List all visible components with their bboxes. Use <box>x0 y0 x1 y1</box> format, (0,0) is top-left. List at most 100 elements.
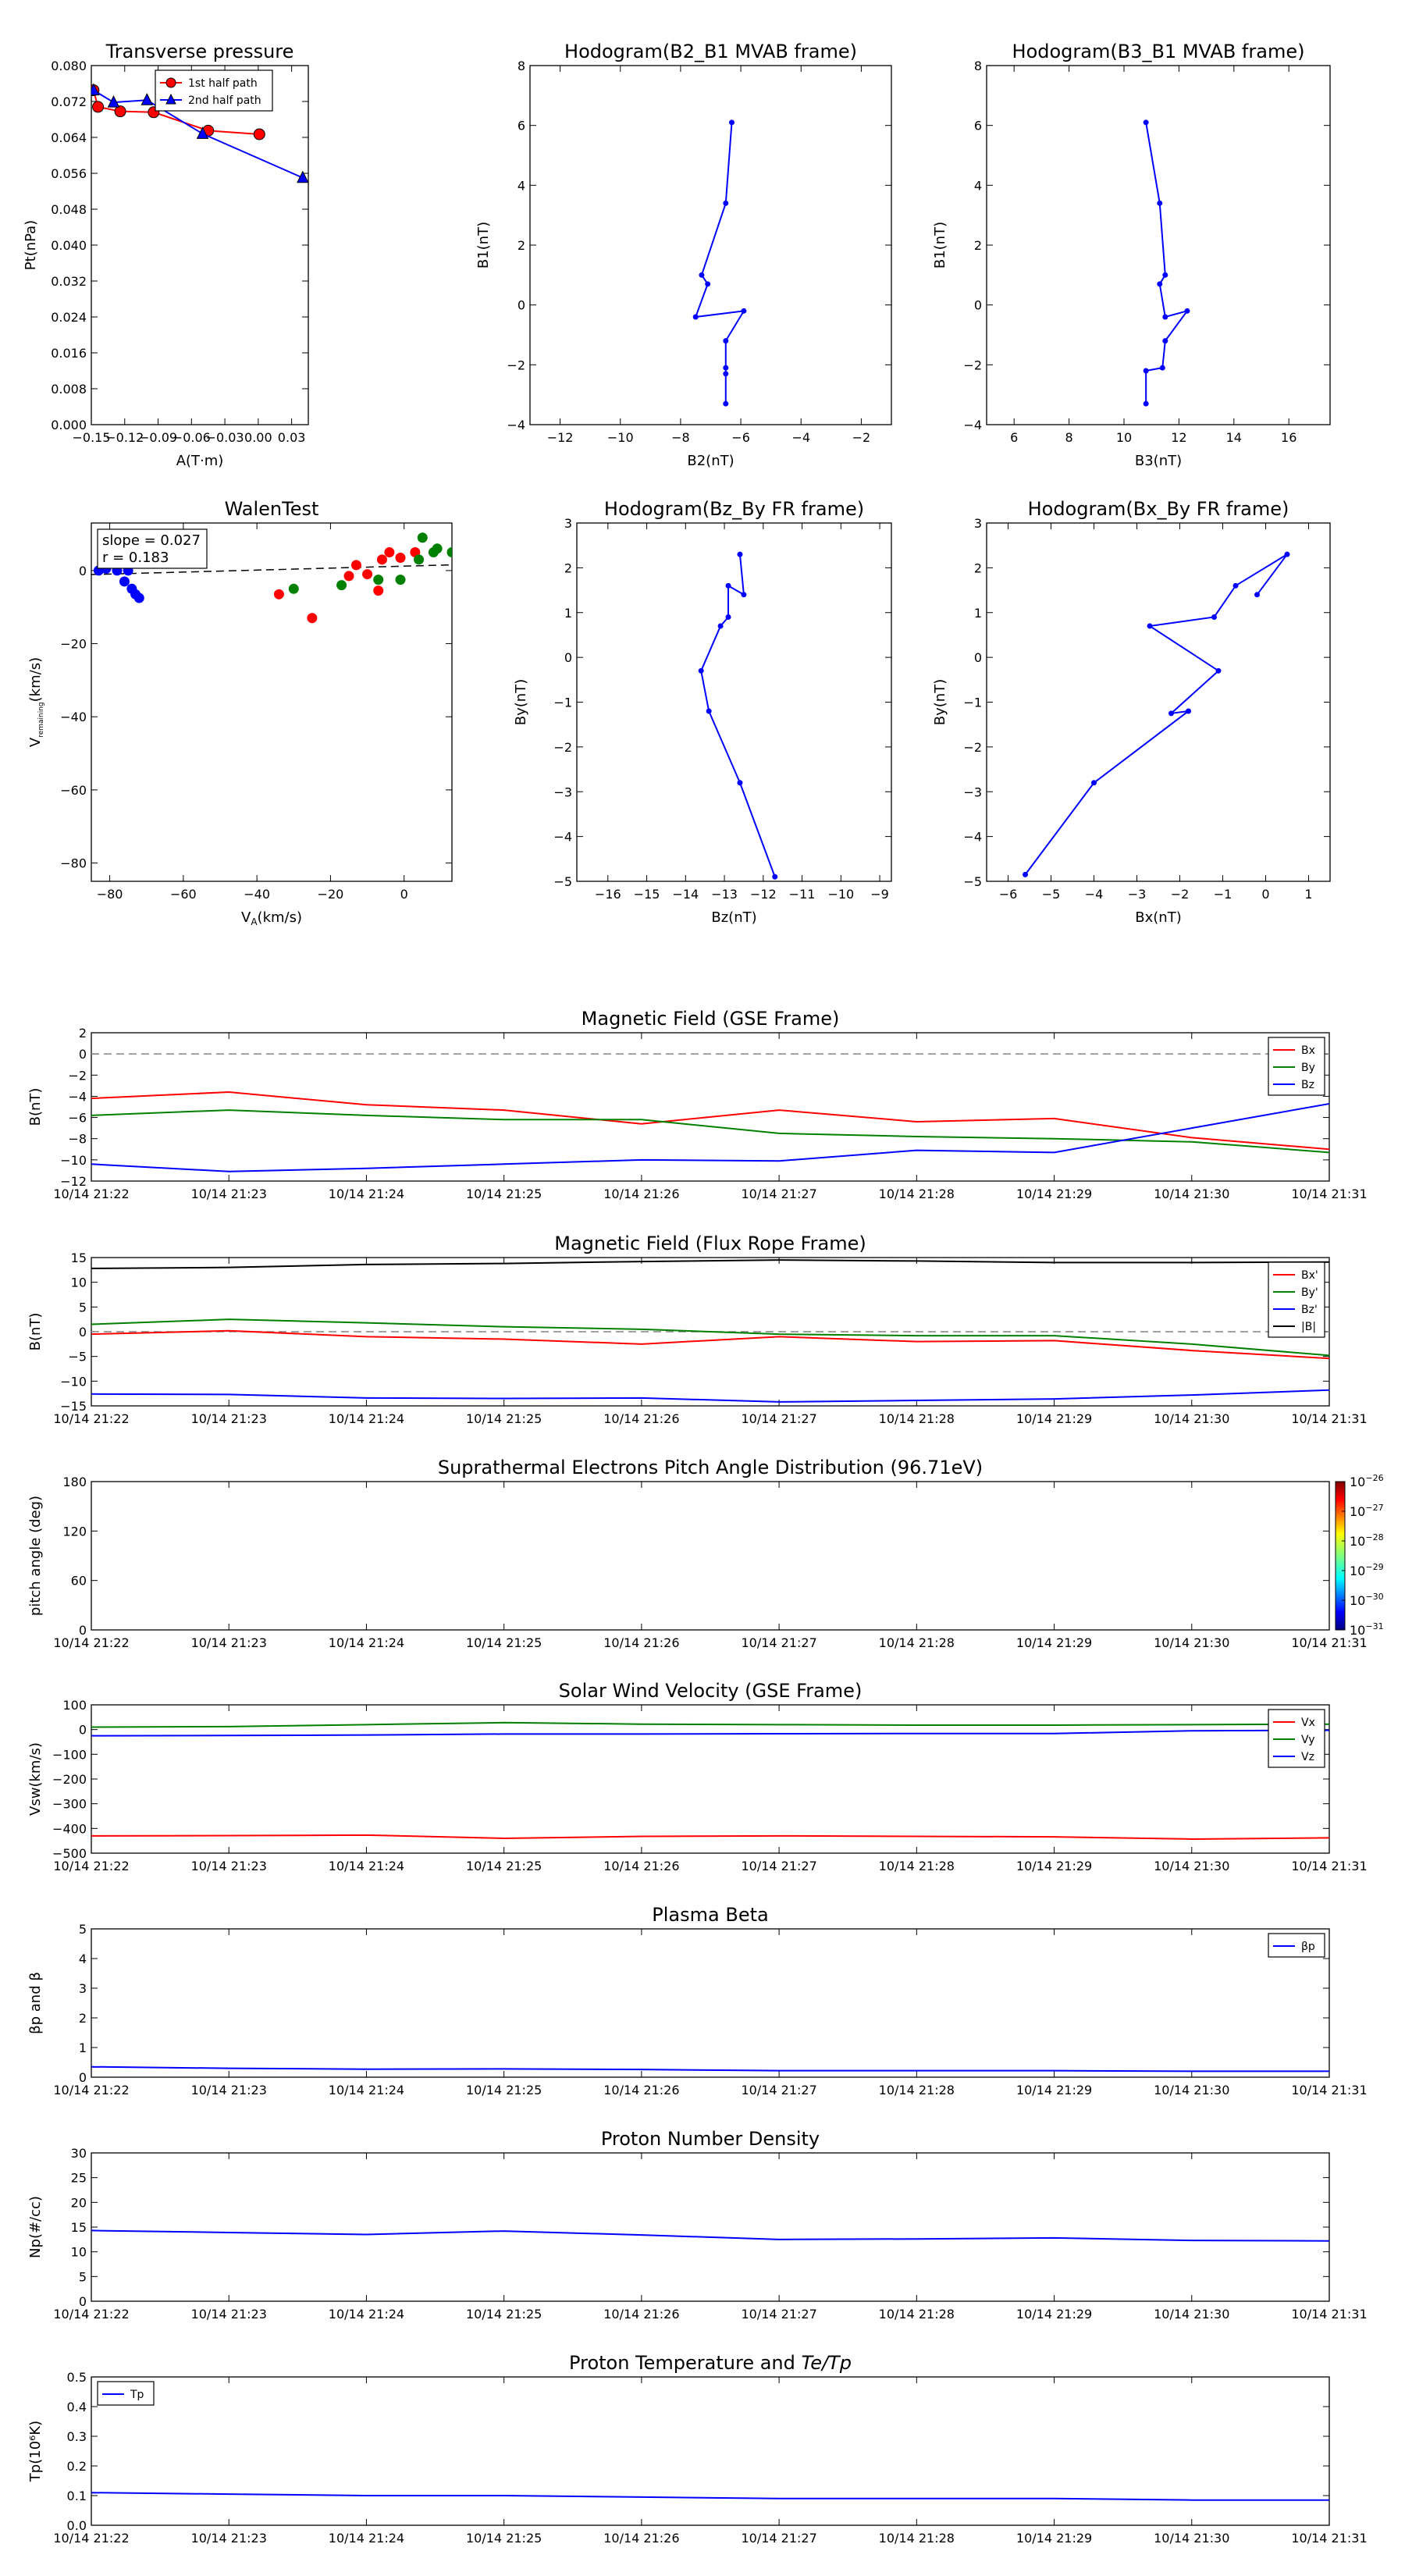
y-tick-label: −100 <box>52 1747 87 1762</box>
data-point <box>446 546 452 557</box>
data-point <box>729 119 735 126</box>
chart-vsw: Solar Wind Velocity (GSE Frame) −500 −400 −… <box>27 1680 1368 1873</box>
x-tick-label: 10/14 21:22 <box>53 1859 129 1873</box>
x-tick-label: −5 <box>1042 887 1061 902</box>
y-tick-label: −5 <box>68 1350 87 1364</box>
x-tick-label: −60 <box>170 887 197 902</box>
data-point <box>772 873 778 880</box>
chart-title: Hodogram(B2_B1 MVAB frame) <box>564 41 857 62</box>
y-tick-label: 0.0 <box>67 2518 87 2533</box>
x-axis-label: B3(nT) <box>1135 453 1182 469</box>
chart-pt: Transverse pressure 0.000 0.008 0.016 0.024 0… <box>23 41 309 469</box>
x-tick-label: 10/14 21:24 <box>329 1859 404 1873</box>
x-tick-label: −6 <box>731 430 750 445</box>
y-tick-label: −200 <box>52 1772 87 1787</box>
x-tick-label: 10/14 21:31 <box>1291 2307 1367 2322</box>
x-tick-label: 1 <box>1304 887 1312 902</box>
x-tick-label: −3 <box>1128 887 1147 902</box>
data-point <box>395 575 406 585</box>
x-tick-label: 10/14 21:29 <box>1016 1187 1092 1201</box>
data-point <box>1143 368 1149 374</box>
y-tick-label: −2 <box>963 358 982 372</box>
x-tick-label: 10/14 21:25 <box>466 2307 542 2322</box>
y-tick-label: 3 <box>79 1981 87 1996</box>
annotation-text: r = 0.183 <box>102 550 169 566</box>
data-point <box>717 623 724 629</box>
x-tick-label: −10 <box>827 887 854 902</box>
data-point <box>1162 314 1168 320</box>
x-tick-label: 10/14 21:24 <box>329 1411 404 1426</box>
y-tick-label: −4 <box>553 830 572 845</box>
y-tick-label: −5 <box>553 874 572 889</box>
y-tick-label: 100 <box>62 1698 87 1713</box>
data-layer <box>91 2065 1329 2073</box>
y-axis-label: B(nT) <box>27 1088 44 1126</box>
data-point <box>432 543 443 554</box>
x-tick-label: −15 <box>634 887 660 902</box>
y-tick-label: 2 <box>518 238 525 253</box>
x-tick-label: 10/14 21:28 <box>879 1635 955 1650</box>
x-tick-label: −0.15 <box>72 430 110 445</box>
y-tick-label: 0 <box>79 564 87 578</box>
y-axis-label: pitch angle (deg) <box>27 1496 44 1616</box>
legend-label: Vx <box>1301 1717 1315 1729</box>
y-tick-label: −4 <box>963 830 982 845</box>
x-tick-label: 10/14 21:25 <box>466 1411 542 1426</box>
x-tick-label: −12 <box>750 887 777 902</box>
y-tick-label: 0 <box>79 1623 87 1638</box>
colorbar-label: 10−29 <box>1350 1562 1384 1578</box>
data-point <box>725 614 731 620</box>
x-tick-label: −8 <box>671 430 690 445</box>
x-tick-label: 10/14 21:29 <box>1016 1859 1092 1873</box>
data-point <box>1162 338 1168 344</box>
y-tick-label: 0 <box>79 2294 87 2309</box>
series-line-bz <box>91 1102 1329 1172</box>
x-tick-label: 10/14 21:22 <box>53 1187 129 1201</box>
x-tick-label: 10/14 21:24 <box>329 2531 404 2546</box>
x-tick-label: 10/14 21:26 <box>603 2083 679 2097</box>
y-tick-label: 0.072 <box>51 94 87 109</box>
series-line-vz <box>91 1729 1329 1737</box>
y-tick-label: 5 <box>79 2269 87 2284</box>
chart-h2: Hodogram(B3_B1 MVAB frame) −4 −2 0 2 4 6 8 6 8 10 1… <box>932 41 1331 469</box>
data-layer <box>692 119 747 407</box>
y-tick-label: 2 <box>974 560 982 575</box>
data-point <box>373 575 384 585</box>
y-tick-label: 0 <box>79 1047 87 1062</box>
x-tick-label: 10/14 21:31 <box>1291 1859 1367 1873</box>
x-tick-label: −13 <box>711 887 738 902</box>
plot-frame <box>91 65 309 425</box>
chart-mag_gse: Magnetic Field (GSE Frame) −12 −10 −8 −6 −4 −2… <box>27 1008 1368 1201</box>
data-point <box>384 546 395 557</box>
plot-frame <box>529 65 892 425</box>
y-tick-label: 0 <box>79 2070 87 2085</box>
y-tick-label: 0 <box>79 1325 87 1340</box>
x-tick-label: 10/14 21:22 <box>53 2531 129 2546</box>
x-tick-label: 10/14 21:22 <box>53 1635 129 1650</box>
y-tick-label: 0.5 <box>67 2370 87 2385</box>
y-axis-label: By(nT) <box>932 679 948 725</box>
chart-title: Transverse pressure <box>105 41 294 62</box>
y-tick-label: 0 <box>564 650 572 665</box>
x-tick-label: 10/14 21:24 <box>329 1187 404 1201</box>
data-point <box>723 400 729 407</box>
chart-title: Plasma Beta <box>652 1904 768 1926</box>
y-tick-label: −60 <box>60 783 87 798</box>
y-tick-label: −6 <box>68 1111 87 1126</box>
x-tick-label: 10/14 21:28 <box>879 1187 955 1201</box>
plot-frame <box>91 1032 1330 1182</box>
data-point <box>1143 119 1149 126</box>
data-point <box>1023 871 1028 877</box>
data-point <box>737 780 743 786</box>
x-tick-label: −0.06 <box>173 430 211 445</box>
chart-title: Magnetic Field (Flux Rope Frame) <box>554 1233 866 1254</box>
data-point <box>1186 708 1191 714</box>
legend-label: Tp <box>130 2389 144 2401</box>
chart-title: Hodogram(Bz_By FR frame) <box>604 498 864 520</box>
x-tick-label: 16 <box>1281 430 1297 445</box>
chart-walen: WalenTest −80 −60 −40 −20 0 −80 −60 −40 −20 0 VA(km… <box>27 498 453 927</box>
data-layer <box>93 532 452 624</box>
y-tick-label: 0.080 <box>51 59 87 73</box>
data-point <box>273 589 284 600</box>
